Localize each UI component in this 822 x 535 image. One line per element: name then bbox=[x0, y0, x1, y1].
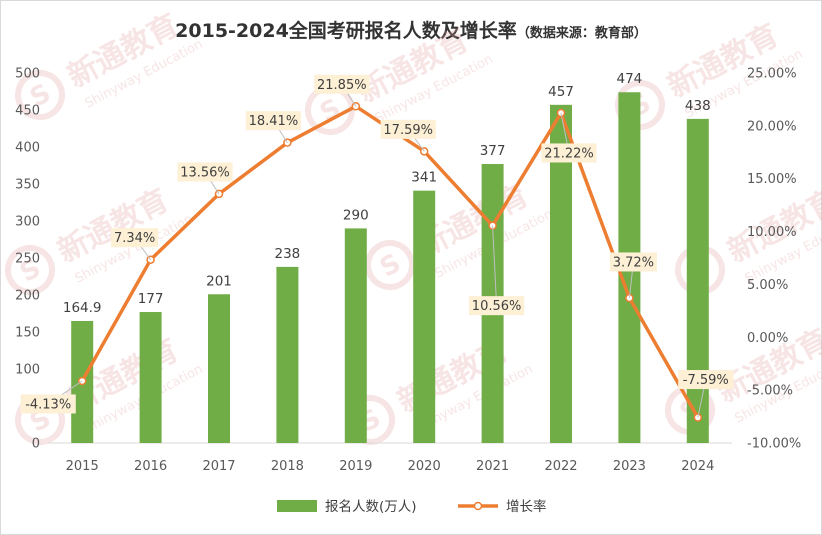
bar-data-label: 457 bbox=[548, 84, 574, 100]
y-right-tick-label: -5.00% bbox=[747, 384, 793, 399]
rate-label-box bbox=[469, 296, 525, 316]
rate-label-box bbox=[177, 162, 233, 182]
y-left-tick-label: 100 bbox=[15, 363, 40, 378]
bar bbox=[344, 228, 367, 443]
rate-data-label: 7.34% bbox=[114, 231, 155, 246]
rate-label-box bbox=[314, 74, 370, 94]
legend-bar-label: 报名人数(万人) bbox=[325, 499, 417, 515]
y-right-tick-label: 15.00% bbox=[747, 172, 797, 187]
bar bbox=[139, 312, 162, 443]
bar-data-label: 438 bbox=[685, 98, 711, 114]
bar bbox=[276, 266, 299, 443]
rate-data-label: -4.13% bbox=[25, 397, 71, 412]
y-right-tick-label: 25.00% bbox=[747, 67, 797, 82]
bar bbox=[686, 118, 709, 443]
y-right-tick-label: 10.00% bbox=[747, 225, 797, 240]
y-left-tick-label: 400 bbox=[15, 141, 40, 156]
rate-label-box bbox=[245, 111, 301, 131]
legend-line-marker bbox=[473, 501, 483, 511]
y-left-tick-label: 300 bbox=[15, 215, 40, 230]
rate-data-label: 13.56% bbox=[180, 165, 230, 180]
x-tick-label: 2016 bbox=[134, 459, 167, 474]
rate-label-box bbox=[20, 394, 76, 414]
watermark-circle bbox=[5, 245, 55, 295]
x-tick-label: 2023 bbox=[613, 459, 646, 474]
bar-data-label: 201 bbox=[206, 273, 232, 289]
rate-label-box bbox=[380, 119, 436, 139]
watermark-s-mark: S bbox=[375, 248, 406, 283]
watermark-s-mark: S bbox=[315, 93, 346, 128]
y-left-tick-label: 250 bbox=[15, 252, 40, 267]
bar-data-label: 377 bbox=[480, 143, 506, 159]
labels-layer: 164.9 177 201 238 290 341 377 457 474 438 -4.13% 7.… bbox=[20, 71, 734, 418]
x-tick-label: 2022 bbox=[544, 459, 577, 474]
y-left-tick-label: 150 bbox=[15, 326, 40, 341]
x-tick-label: 2017 bbox=[202, 459, 235, 474]
y-left-tick-label: 200 bbox=[15, 289, 40, 304]
watermark-circle bbox=[15, 70, 65, 120]
y-right-tick-label: 5.00% bbox=[747, 278, 788, 293]
axes-layer: 050100150200250300350400450500-10.00%-5.… bbox=[15, 67, 801, 475]
rate-data-label: 18.41% bbox=[249, 114, 299, 129]
bar-data-label: 290 bbox=[343, 207, 369, 223]
bar bbox=[550, 104, 572, 443]
y-right-tick-label: 0.00% bbox=[747, 331, 788, 346]
x-tick-label: 2019 bbox=[339, 459, 372, 474]
rate-label-box bbox=[111, 228, 159, 248]
rate-label-box bbox=[541, 143, 597, 163]
y-left-tick-label: 450 bbox=[15, 104, 40, 119]
bar-data-label: 474 bbox=[617, 71, 643, 87]
legend: 报名人数(万人) 增长率 bbox=[277, 498, 547, 515]
bar-data-label: 177 bbox=[138, 291, 164, 307]
x-tick-label: 2015 bbox=[66, 459, 99, 474]
rate-data-label: 21.22% bbox=[544, 146, 594, 161]
bar-data-label: 341 bbox=[411, 170, 437, 186]
chart-title-row: 2015-2024全国考研报名人数及增长率（数据来源：教育部） bbox=[0, 16, 822, 43]
y-right-tick-label: -10.00% bbox=[747, 437, 801, 452]
rate-label-box bbox=[609, 252, 657, 272]
rate-data-label: 10.56% bbox=[472, 299, 522, 314]
watermark-circle bbox=[365, 240, 415, 290]
y-left-tick-label: 0 bbox=[32, 437, 40, 452]
legend-line-label: 增长率 bbox=[506, 498, 547, 515]
rate-label-leader bbox=[492, 225, 498, 306]
bar-data-label: 238 bbox=[275, 246, 301, 262]
chart-title: 2015-2024全国考研报名人数及增长率 bbox=[175, 20, 517, 42]
rate-data-label: 3.72% bbox=[613, 255, 654, 270]
chart-subtitle: （数据来源：教育部） bbox=[516, 26, 647, 41]
bar-data-label: 164.9 bbox=[63, 300, 102, 316]
y-right-tick-label: 20.00% bbox=[747, 119, 797, 134]
x-tick-label: 2018 bbox=[271, 459, 304, 474]
bar bbox=[413, 190, 436, 443]
legend-bar-swatch bbox=[277, 500, 317, 512]
rate-data-label: 21.85% bbox=[317, 78, 367, 93]
x-tick-label: 2020 bbox=[408, 459, 441, 474]
rate-label-box bbox=[678, 370, 734, 390]
rate-data-label: -7.59% bbox=[683, 373, 729, 388]
bar bbox=[208, 294, 230, 443]
y-left-tick-label: 350 bbox=[15, 178, 40, 193]
x-tick-label: 2021 bbox=[476, 459, 509, 474]
y-left-tick-label: 500 bbox=[15, 67, 40, 82]
rate-data-label: 17.59% bbox=[383, 123, 433, 138]
x-tick-label: 2024 bbox=[681, 459, 714, 474]
